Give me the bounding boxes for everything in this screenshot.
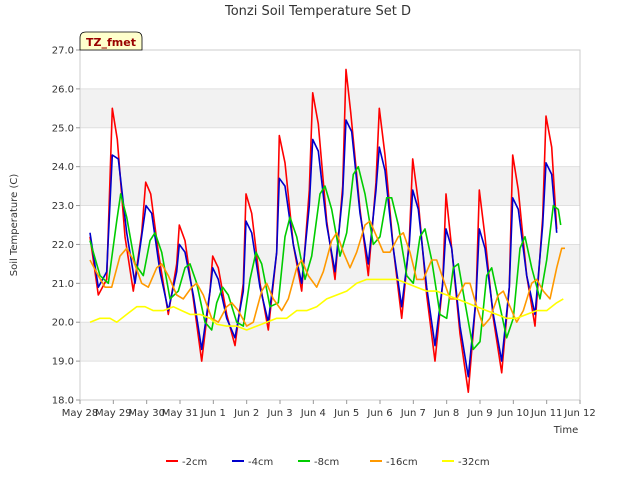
- x-tick-label: Jun 3: [266, 408, 292, 419]
- badge-label: TZ_fmet: [86, 36, 136, 49]
- grid-band: [80, 205, 580, 245]
- y-tick-label: 26.0: [52, 84, 74, 95]
- legend-label: -4cm: [248, 457, 273, 468]
- x-tick-label: Jun 6: [366, 408, 392, 419]
- grid-band: [80, 127, 580, 167]
- y-tick-label: 19.0: [52, 357, 74, 368]
- x-tick-label: May 31: [162, 408, 199, 419]
- grid-band: [80, 283, 580, 323]
- x-tick-label: Jun 7: [400, 408, 426, 419]
- x-tick-label: Jun 10: [497, 408, 530, 419]
- chart-title: Tonzi Soil Temperature Set D: [224, 4, 411, 19]
- legend-label: -32cm: [458, 457, 490, 468]
- y-tick-label: 24.0: [52, 162, 74, 173]
- grid-band: [80, 50, 580, 89]
- x-tick-label: May 30: [128, 408, 165, 419]
- y-axis-label: Soil Temperature (C): [9, 174, 20, 277]
- grid-band: [80, 166, 580, 206]
- x-tick-label: Jun 11: [530, 408, 563, 419]
- x-tick-label: Jun 12: [563, 408, 596, 419]
- y-tick-label: 18.0: [52, 396, 74, 407]
- legend-label: -8cm: [314, 457, 339, 468]
- x-tick-label: May 29: [95, 408, 132, 419]
- x-tick-label: Jun 5: [333, 408, 359, 419]
- y-tick-label: 25.0: [52, 123, 74, 134]
- legend: -2cm -4cm -8cm -16cm -32cm: [166, 457, 490, 468]
- y-tick-label: 21.0: [52, 279, 74, 290]
- y-tick-label: 23.0: [52, 201, 74, 212]
- x-axis-label: Time: [553, 425, 578, 436]
- plot-frame: [79, 49, 581, 401]
- grid-band: [80, 244, 580, 284]
- series-line-4cmcm: [89, 119, 558, 378]
- x-tick-label: May 28: [62, 408, 99, 419]
- y-tick-label: 20.0: [52, 318, 74, 329]
- x-tick-label: Jun 2: [233, 408, 259, 419]
- logger-badge: TZ_fmet: [79, 31, 143, 51]
- grid-band: [80, 88, 580, 128]
- x-tick-label: Jun 8: [433, 408, 459, 419]
- series-line-32cmcm: [89, 278, 564, 331]
- series-layer: [89, 68, 565, 393]
- legend-label: -2cm: [182, 457, 207, 468]
- x-tick-label: Jun 1: [200, 408, 226, 419]
- legend-label: -16cm: [386, 457, 418, 468]
- badge-box: [79, 31, 143, 51]
- grid-band: [80, 361, 580, 400]
- y-axis-ticks: 18.0 19.0 20.0 21.0 22.0 23.0 24.0 25.0 26.0 27.0: [52, 46, 80, 407]
- x-tick-label: Jun 4: [300, 408, 326, 419]
- y-tick-label: 22.0: [52, 240, 74, 251]
- x-tick-label: Jun 9: [466, 408, 492, 419]
- y-tick-label: 27.0: [52, 46, 74, 57]
- series-line-16cmcm: [89, 220, 565, 327]
